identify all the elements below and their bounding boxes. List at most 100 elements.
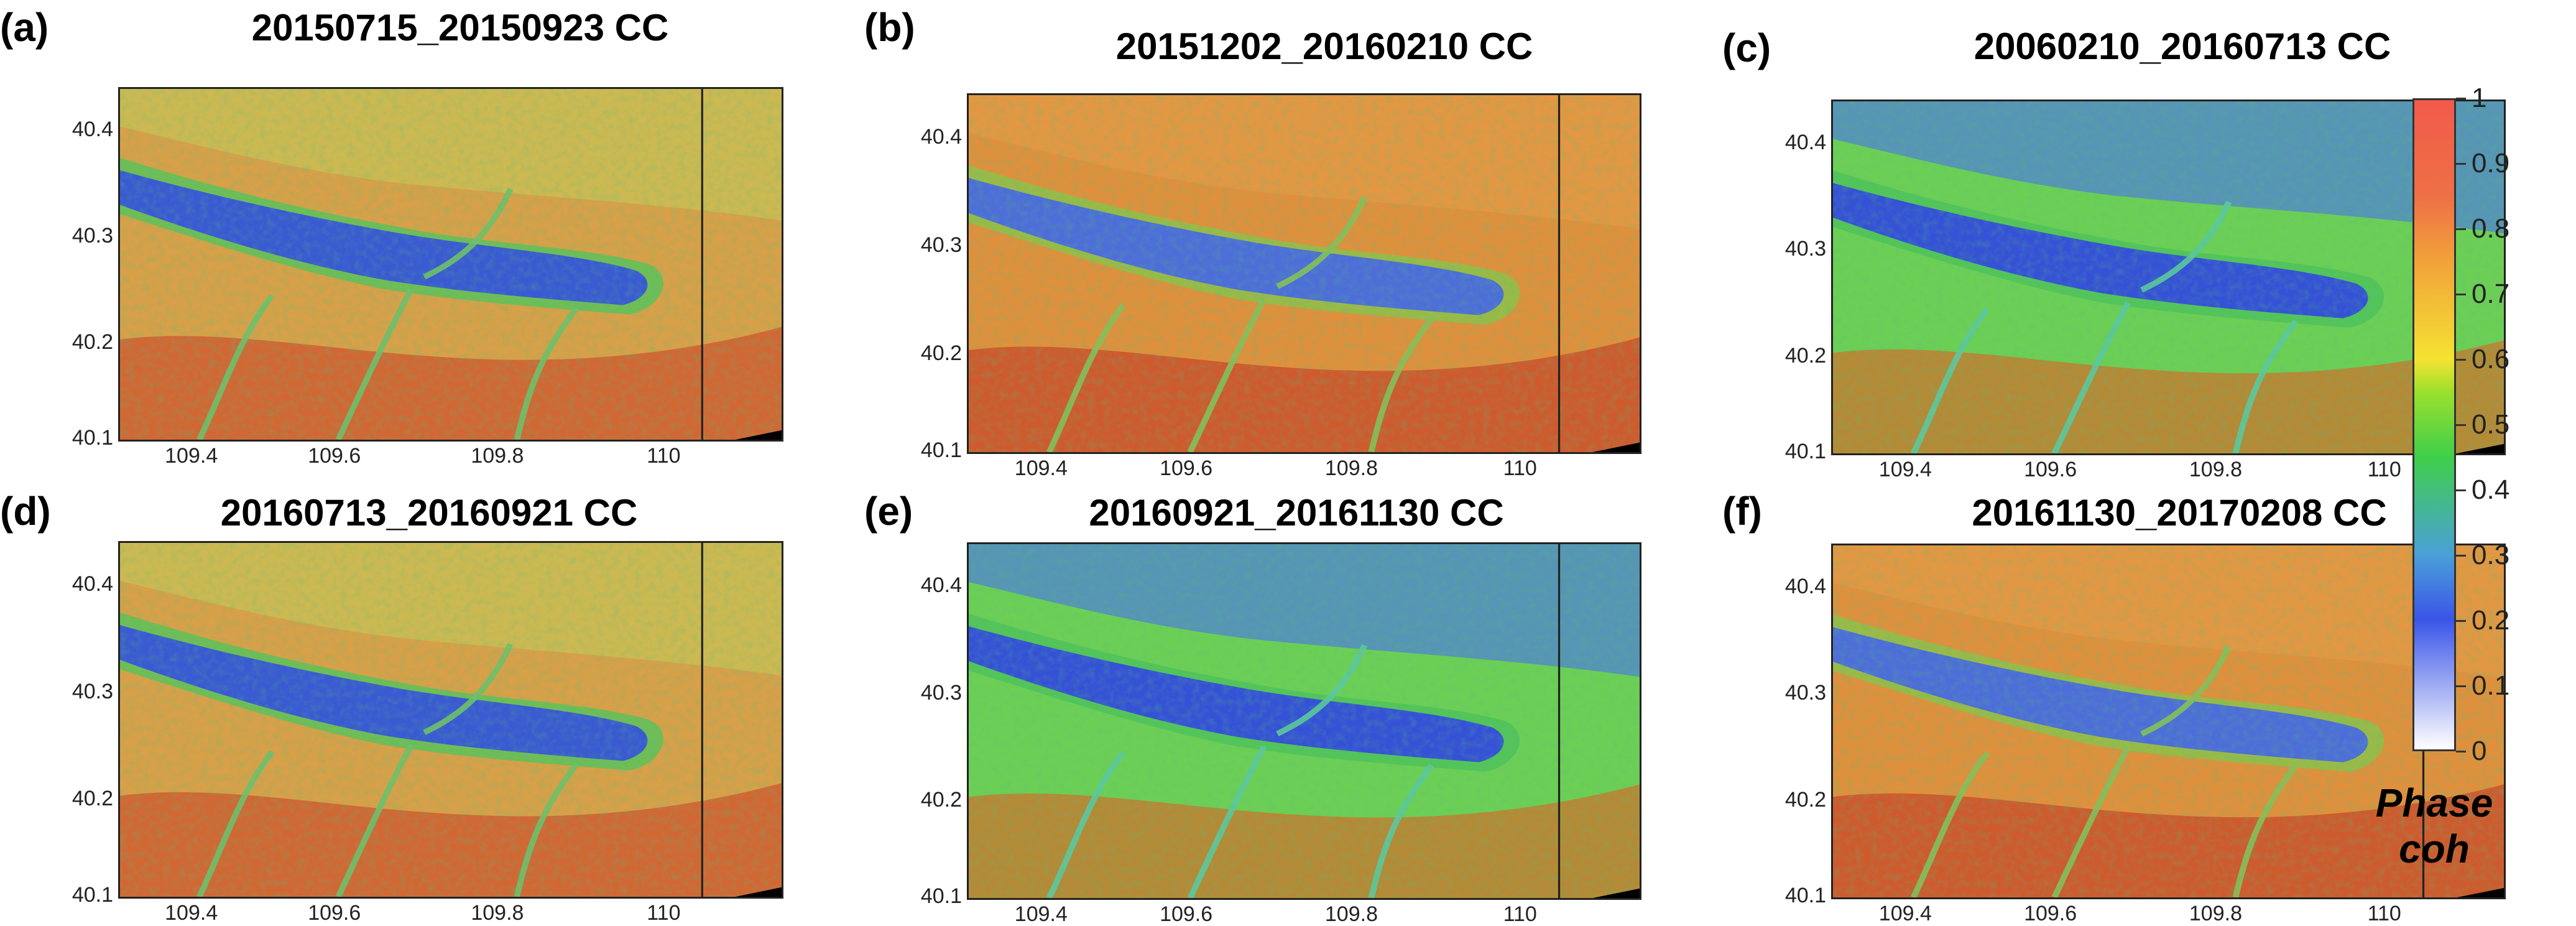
colorbar-tick-label: 0.9 xyxy=(2472,148,2510,178)
y-tick-label: 40.1 xyxy=(1784,884,1826,908)
x-tick-label: 109.8 xyxy=(1324,456,1378,480)
colorbar-tick-label: 0.8 xyxy=(2472,213,2510,244)
x-tick-label: 109.6 xyxy=(2024,902,2077,925)
y-tick-label: 40.3 xyxy=(920,680,962,705)
x-tick-label: 110 xyxy=(1503,902,1537,926)
y-tick-label: 40.2 xyxy=(1784,787,1826,812)
y-tick-label: 40.4 xyxy=(920,124,962,149)
colorbar-tick xyxy=(2456,489,2466,491)
colorbar-tick-label: 0.4 xyxy=(2472,475,2510,505)
colorbar-tick xyxy=(2456,163,2466,165)
colorbar-title-line1: Phase xyxy=(2375,780,2493,825)
colorbar-tick xyxy=(2456,228,2466,230)
y-tick-label: 40.4 xyxy=(72,118,113,142)
y-tick-label: 40.1 xyxy=(72,883,113,907)
coherence-raster xyxy=(969,95,1640,452)
panel-label: (e) xyxy=(864,489,913,534)
speckle-texture xyxy=(969,95,1640,452)
x-tick-label: 109.6 xyxy=(308,444,361,468)
y-tick-label: 40.3 xyxy=(920,233,962,257)
y-tick-label: 40.4 xyxy=(72,572,113,596)
colorbar-tick xyxy=(2456,555,2466,557)
y-tick-label: 40.2 xyxy=(920,788,962,812)
coherence-map xyxy=(1831,100,2506,455)
x-tick-label: 109.8 xyxy=(2189,902,2242,925)
coherence-raster xyxy=(1833,545,2504,897)
y-tick-label: 40.1 xyxy=(920,438,962,463)
colorbar-tick xyxy=(2456,685,2466,687)
x-tick-label: 110 xyxy=(1503,456,1537,480)
x-tick-label: 109.4 xyxy=(1014,456,1068,480)
coherence-raster xyxy=(1833,101,2504,453)
x-tick-label: 110 xyxy=(2367,902,2401,925)
colorbar-tick xyxy=(2456,359,2466,361)
colorbar-tick-label: 0 xyxy=(2472,736,2487,766)
x-tick-label: 109.6 xyxy=(2024,458,2077,481)
colorbar-tick-label: 0.6 xyxy=(2472,344,2510,374)
x-tick-label: 109.6 xyxy=(308,901,361,925)
x-tick-label: 110 xyxy=(647,444,681,468)
y-tick-label: 40.1 xyxy=(72,426,113,450)
x-tick-label: 109.8 xyxy=(1324,902,1378,926)
colorbar-tick-label: 0.1 xyxy=(2472,670,2510,701)
x-tick-label: 109.6 xyxy=(1160,456,1213,480)
x-tick-label: 109.8 xyxy=(2189,458,2242,481)
y-tick-label: 40.4 xyxy=(1784,130,1826,154)
no-data-corner xyxy=(2457,887,2504,897)
coherence-map xyxy=(118,541,783,899)
speckle-texture xyxy=(1833,101,2504,453)
x-tick-label: 109.8 xyxy=(471,901,524,925)
y-tick-label: 40.4 xyxy=(1784,574,1826,598)
panel-title: 20151202_20160210 CC xyxy=(1115,25,1533,67)
y-tick-label: 40.2 xyxy=(920,341,962,365)
y-tick-label: 40.1 xyxy=(920,884,962,909)
panel-label: (a) xyxy=(0,5,49,50)
x-tick-label: 109.4 xyxy=(1878,902,1932,925)
colorbar-title-line2: coh xyxy=(2399,826,2470,871)
x-tick-label: 109.8 xyxy=(471,444,524,468)
colorbar-tick xyxy=(2456,98,2466,100)
panel-label: (f) xyxy=(1722,489,1762,534)
y-tick-label: 40.3 xyxy=(1784,237,1826,261)
panel-title: 20160921_20161130 CC xyxy=(1089,492,1504,534)
coherence-raster xyxy=(969,544,1640,898)
panel-label: (d) xyxy=(0,489,51,534)
speckle-texture xyxy=(120,89,782,440)
coherence-map xyxy=(1831,544,2506,899)
y-tick-label: 40.3 xyxy=(72,224,113,248)
y-tick-label: 40.4 xyxy=(920,573,962,597)
coherence-map xyxy=(118,87,783,442)
y-tick-label: 40.3 xyxy=(72,679,113,703)
no-data-corner xyxy=(735,430,782,440)
panel-label: (c) xyxy=(1722,25,1771,70)
speckle-texture xyxy=(969,544,1640,898)
colorbar-tick-label: 0.3 xyxy=(2472,540,2510,570)
panel-title: 20150715_20150923 CC xyxy=(251,7,669,49)
y-tick-label: 40.1 xyxy=(1784,440,1826,464)
speckle-texture xyxy=(120,543,782,897)
x-tick-label: 109.4 xyxy=(165,901,218,925)
panel-title: 20161130_20170208 CC xyxy=(1972,492,2387,534)
y-tick-label: 40.2 xyxy=(1784,343,1826,368)
colorbar-tick-label: 1 xyxy=(2472,83,2487,113)
x-tick-label: 109.4 xyxy=(165,444,218,468)
coherence-raster xyxy=(120,89,782,440)
colorbar-title: Phase coh xyxy=(2366,780,2503,872)
colorbar xyxy=(2412,98,2456,751)
colorbar-tick xyxy=(2456,424,2466,426)
x-tick-label: 109.4 xyxy=(1014,902,1068,926)
y-tick-label: 40.2 xyxy=(72,330,113,354)
y-tick-label: 40.3 xyxy=(1784,681,1826,705)
x-tick-label: 110 xyxy=(647,901,681,925)
colorbar-tick xyxy=(2456,620,2466,622)
y-tick-label: 40.2 xyxy=(72,787,113,810)
panel-label: (b) xyxy=(864,5,915,50)
colorbar-tick-label: 0.2 xyxy=(2472,605,2510,636)
coherence-map xyxy=(967,542,1641,900)
colorbar-tick xyxy=(2456,751,2466,752)
colorbar-tick-label: 0.5 xyxy=(2472,409,2510,440)
coherence-map xyxy=(967,93,1641,454)
panel-title: 20060210_20160713 CC xyxy=(1974,25,2391,67)
coherence-raster xyxy=(120,543,782,897)
x-tick-label: 110 xyxy=(2367,458,2401,481)
